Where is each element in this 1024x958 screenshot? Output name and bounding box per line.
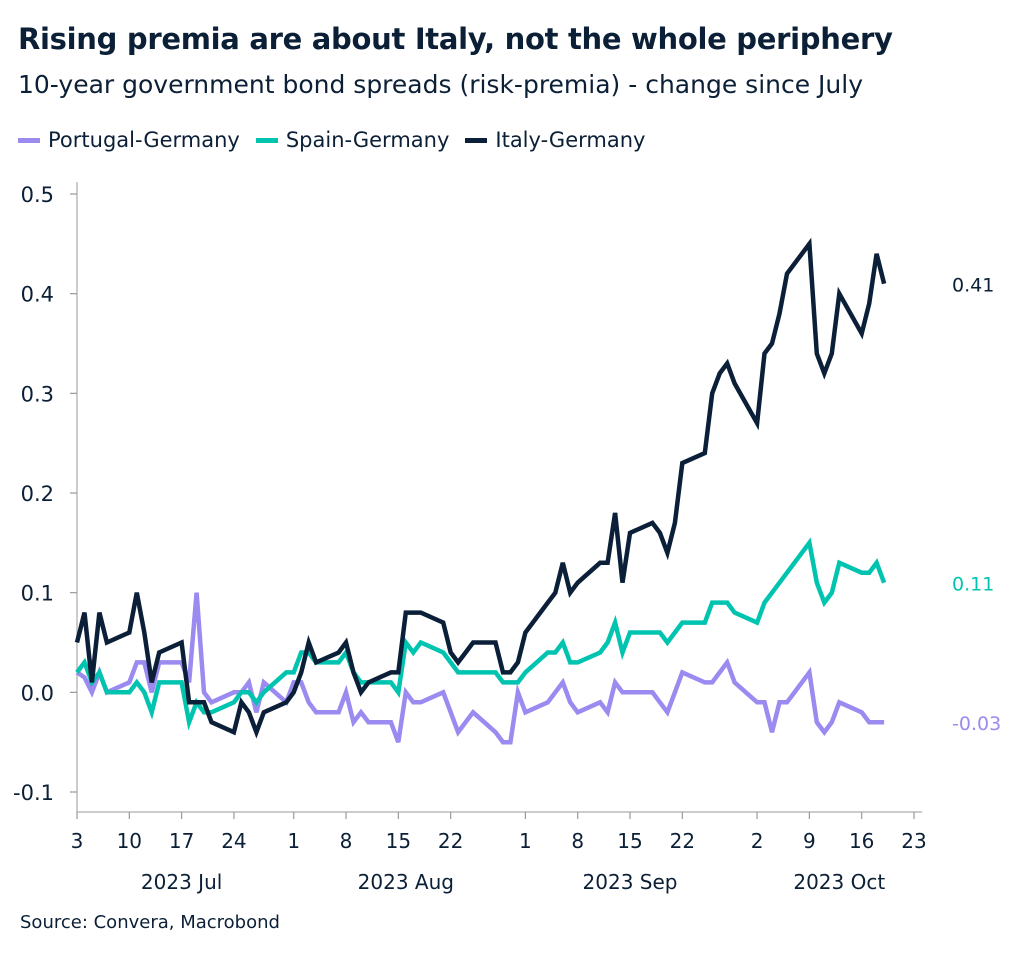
- legend-item-italy: Italy-Germany: [465, 128, 645, 152]
- series-line-italy-germany: [74, 237, 887, 739]
- y-tick-label: 0.3: [21, 382, 54, 406]
- chart-subtitle: 10-year government bond spreads (risk-pr…: [18, 70, 864, 99]
- legend-swatch-portugal: [18, 137, 40, 143]
- y-tick-label: 0.2: [21, 482, 54, 506]
- x-tick-label: 8: [340, 829, 353, 853]
- legend-label-spain: Spain-Germany: [285, 128, 450, 152]
- x-month-label: 2023 Oct: [793, 870, 885, 894]
- series-line-spain-germany: [75, 537, 887, 731]
- x-tick-label: 8: [571, 829, 584, 853]
- x-tick-label: 15: [386, 829, 411, 853]
- x-tick-label: 24: [221, 829, 246, 853]
- series-line-portugal-germany: [75, 592, 885, 745]
- y-tick-label: 0.5: [21, 183, 54, 207]
- y-tick-label: 0.4: [21, 283, 54, 307]
- x-tick-label: 2: [751, 829, 764, 853]
- legend-label-italy: Italy-Germany: [495, 128, 646, 152]
- source-note: Source: Convera, Macrobond: [20, 912, 280, 933]
- x-tick-label: 3: [71, 829, 84, 853]
- x-tick-label: 1: [287, 829, 300, 853]
- x-tick-label: 23: [901, 829, 926, 853]
- legend-item-portugal: Portugal-Germany: [18, 128, 240, 152]
- end-value-label: -0.03: [952, 713, 1001, 735]
- chart-title: Rising premia are about Italy, not the w…: [18, 22, 893, 56]
- legend-swatch-italy: [465, 137, 488, 143]
- x-month-label: 2023 Sep: [583, 870, 678, 894]
- end-value-label: 0.11: [952, 574, 994, 596]
- x-tick-label: 15: [617, 829, 642, 853]
- x-tick-label: 10: [117, 829, 142, 853]
- end-value-label: 0.41: [952, 275, 994, 297]
- legend-swatch-spain: [255, 137, 278, 143]
- x-tick-label: 22: [438, 829, 463, 853]
- x-month-label: 2023 Jul: [141, 870, 222, 894]
- legend: Portugal-Germany Spain-Germany Italy-Ger…: [18, 128, 645, 152]
- y-tick-label: -0.1: [13, 781, 54, 805]
- y-tick-label: 0.1: [21, 582, 54, 606]
- legend-item-spain: Spain-Germany: [255, 128, 450, 152]
- x-tick-label: 22: [670, 829, 695, 853]
- y-tick-label: 0.0: [21, 681, 54, 705]
- x-tick-label: 9: [803, 829, 816, 853]
- x-month-label: 2023 Aug: [358, 870, 454, 894]
- x-tick-label: 17: [169, 829, 194, 853]
- legend-label-portugal: Portugal-Germany: [48, 128, 240, 152]
- x-tick-label: 16: [849, 829, 874, 853]
- x-tick-label: 1: [519, 829, 532, 853]
